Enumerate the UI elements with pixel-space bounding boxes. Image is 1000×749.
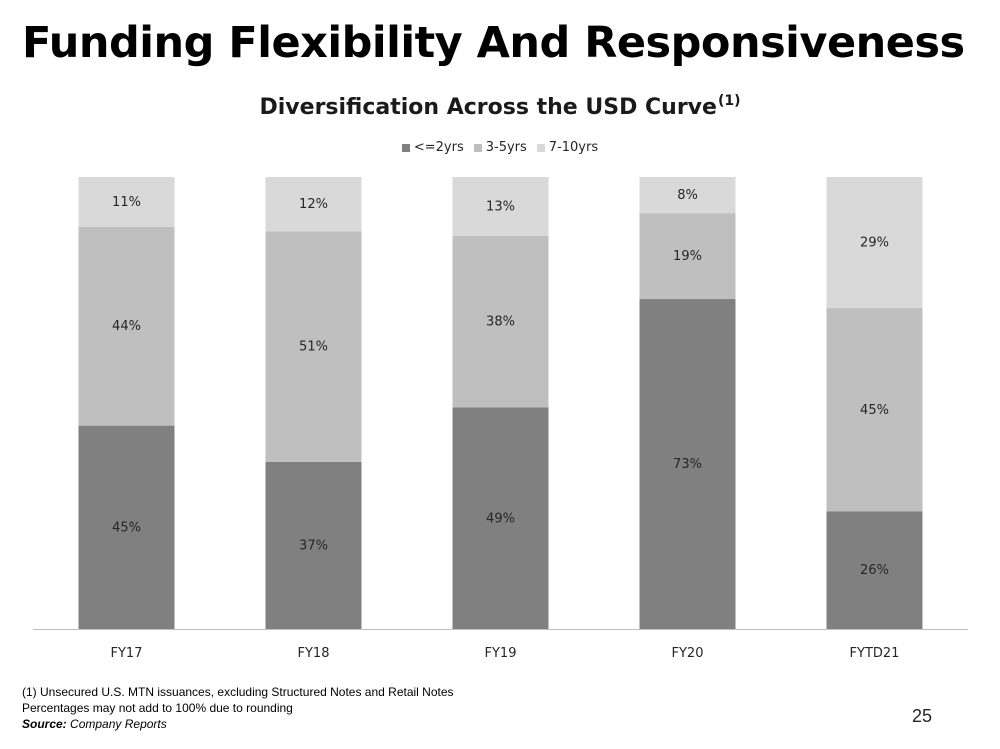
data-label-fy19-7-10yrs: 13% — [486, 199, 515, 214]
slide-title: Funding Flexibility And Responsiveness — [22, 18, 965, 68]
legend-swatch-le2yrs — [401, 143, 410, 152]
legend-item-7-10yrs: 7-10yrs — [536, 140, 599, 155]
bar-fy20-7-10yrs — [639, 177, 736, 214]
bar-fy20-le2yrs — [639, 299, 736, 629]
bar-fy17-le2yrs — [78, 425, 175, 629]
bar-fy18-3-5yrs — [265, 231, 362, 462]
legend-label-le2yrs: <=2yrs — [413, 140, 464, 155]
x-tick-label-fy17: FY17 — [111, 646, 143, 661]
data-label-fytd21-le2yrs: 26% — [860, 563, 889, 578]
data-label-fy18-le2yrs: 37% — [299, 538, 328, 553]
bar-fy17-3-5yrs — [78, 226, 175, 426]
data-label-fytd21-3-5yrs: 45% — [860, 403, 889, 418]
x-tick-label-fy18: FY18 — [298, 646, 330, 661]
bar-fy18-7-10yrs — [265, 177, 362, 232]
source-line: Source: Company Reports — [22, 716, 454, 732]
data-label-fytd21-7-10yrs: 29% — [860, 236, 889, 251]
data-label-fy18-3-5yrs: 51% — [299, 340, 328, 355]
footnote-1: (1) Unsecured U.S. MTN issuances, exclud… — [22, 685, 454, 699]
legend-item-3-5yrs: 3-5yrs — [473, 140, 527, 155]
bar-fy19-7-10yrs — [452, 177, 549, 236]
data-label-fy17-7-10yrs: 11% — [112, 195, 141, 210]
footnote-rounding: Percentages may not add to 100% due to r… — [22, 701, 293, 715]
data-label-fy19-3-5yrs: 38% — [486, 315, 515, 330]
page-number: 25 — [911, 706, 932, 726]
legend-item-le2yrs: <=2yrs — [401, 140, 464, 155]
bar-fy17-7-10yrs — [78, 177, 175, 227]
legend-label-7-10yrs: 7-10yrs — [548, 140, 599, 155]
bar-fy20-3-5yrs — [639, 213, 736, 300]
data-label-fy20-3-5yrs: 19% — [673, 249, 702, 264]
data-label-fy18-7-10yrs: 12% — [299, 197, 328, 212]
data-label-fy17-3-5yrs: 44% — [112, 319, 141, 334]
legend-swatch-7-10yrs — [536, 143, 545, 152]
bar-fytd21-3-5yrs — [826, 308, 923, 512]
x-tick-label-fy19: FY19 — [485, 646, 517, 661]
bar-fy19-le2yrs — [452, 407, 549, 629]
data-label-fy20-le2yrs: 73% — [673, 457, 702, 472]
legend-label-3-5yrs: 3-5yrs — [485, 140, 527, 155]
x-tick-label-fytd21: FYTD21 — [850, 646, 900, 661]
source-value: Company Reports — [70, 717, 167, 731]
legend-swatch-3-5yrs — [473, 143, 482, 152]
footnotes: (1) Unsecured U.S. MTN issuances, exclud… — [22, 684, 454, 732]
chart-title-footnote-ref: (1) — [717, 93, 741, 109]
chart-legend: <=2yrs 3-5yrs 7-10yrs — [0, 140, 1000, 155]
chart-title: Diversification Across the USD Curve(1) — [0, 93, 1000, 120]
chart-title-text: Diversification Across the USD Curve — [259, 95, 717, 120]
data-label-fy19-le2yrs: 49% — [486, 511, 515, 526]
bar-fy19-3-5yrs — [452, 235, 549, 408]
bar-fy18-le2yrs — [265, 461, 362, 629]
source-label: Source: — [22, 717, 67, 731]
bar-fytd21-le2yrs — [826, 511, 923, 629]
data-label-fy17-le2yrs: 45% — [112, 520, 141, 535]
x-tick-label-fy20: FY20 — [672, 646, 704, 661]
data-label-fy20-7-10yrs: 8% — [677, 188, 698, 203]
bar-fytd21-7-10yrs — [826, 177, 923, 309]
